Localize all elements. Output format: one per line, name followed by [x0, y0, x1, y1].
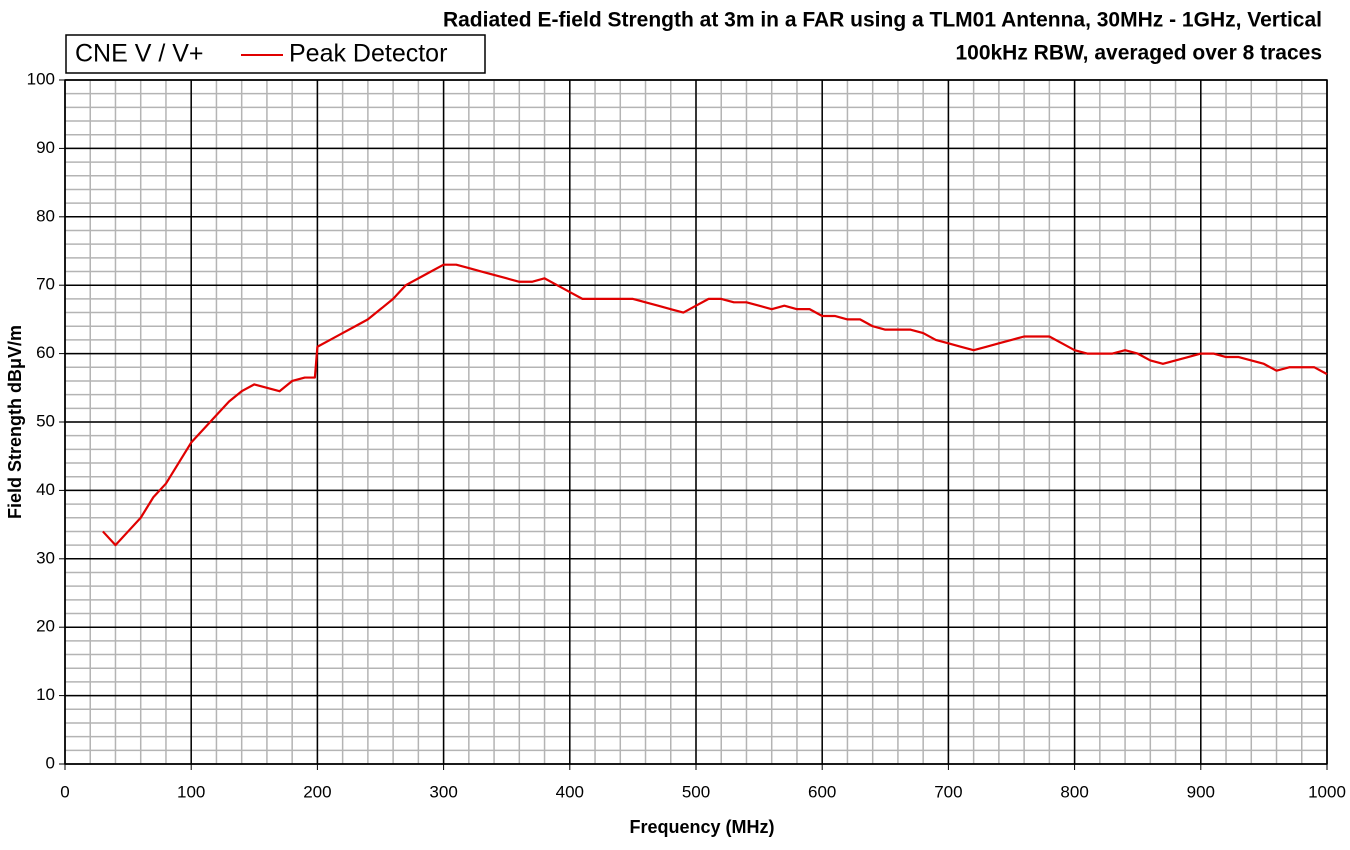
- x-tick-label: 500: [682, 782, 710, 801]
- chart-subtitle: 100kHz RBW, averaged over 8 traces: [955, 42, 1322, 65]
- x-tick-label: 100: [177, 782, 205, 801]
- y-tick-label: 50: [36, 411, 55, 430]
- y-tick-label: 20: [36, 617, 55, 636]
- y-tick-label: 40: [36, 480, 55, 499]
- x-tick-label: 300: [429, 782, 457, 801]
- x-tick-label: 800: [1060, 782, 1088, 801]
- plot-border: [64, 79, 1328, 765]
- x-tick-label: 600: [808, 782, 836, 801]
- legend-title: CNE V / V+: [75, 40, 204, 68]
- y-tick-label: 90: [36, 138, 55, 157]
- y-tick-label: 30: [36, 548, 55, 567]
- x-axis-label: Frequency (MHz): [629, 817, 774, 837]
- x-tick-label: 900: [1187, 782, 1215, 801]
- x-tick-label: 700: [934, 782, 962, 801]
- y-tick-label: 100: [27, 69, 55, 88]
- x-tick-label: 0: [60, 782, 69, 801]
- y-tick-label: 80: [36, 206, 55, 225]
- y-tick-label: 60: [36, 343, 55, 362]
- y-tick-label: 0: [46, 753, 55, 772]
- x-tick-label: 1000: [1308, 782, 1346, 801]
- x-tick-label: 400: [556, 782, 584, 801]
- y-tick-label: 70: [36, 275, 55, 294]
- data-line: [102, 263, 1328, 547]
- x-tick-label: 200: [303, 782, 331, 801]
- y-axis-label: Field Strength dBμV/m: [5, 325, 25, 519]
- legend-label: Peak Detector: [289, 40, 447, 68]
- chart-title: Radiated E-field Strength at 3m in a FAR…: [443, 9, 1322, 32]
- y-tick-label: 10: [36, 685, 55, 704]
